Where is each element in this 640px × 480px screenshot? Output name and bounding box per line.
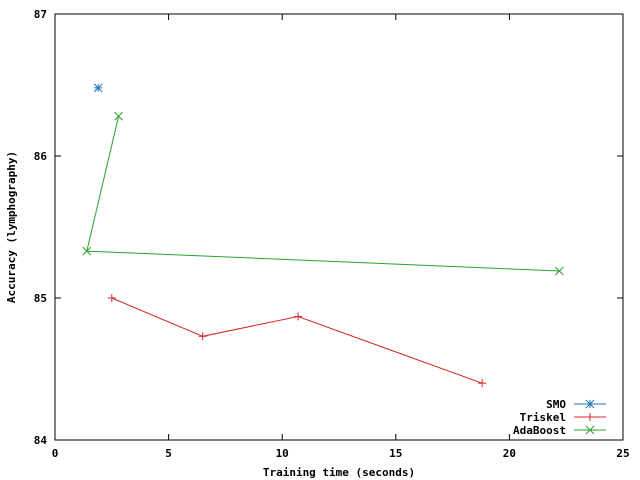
legend-marker-smo — [585, 399, 595, 409]
legend-marker-adaboost — [585, 425, 595, 435]
legend-label-adaboost: AdaBoost — [513, 424, 566, 437]
y-tick-label-1: 85 — [34, 292, 47, 305]
series-adaboost — [82, 111, 564, 276]
plot-area-border — [54, 13, 624, 441]
legend-label-triskel: Triskel — [520, 411, 566, 424]
x-tick-label-5: 25 — [616, 447, 629, 460]
adaboost-point-0 — [114, 111, 123, 121]
series-smo — [93, 83, 103, 93]
adaboost-line — [86, 116, 560, 272]
x-axis-label: Training time (seconds) — [263, 466, 415, 479]
y-axis-label: Accuracy (lymphography) — [5, 151, 18, 303]
x-tick-label-4: 20 — [503, 447, 516, 460]
y-tick-label-3: 87 — [34, 8, 47, 21]
y-tick-label-0: 84 — [34, 434, 48, 447]
x-tick-label-1: 5 — [165, 447, 172, 460]
legend-marker-triskel — [586, 413, 594, 421]
triskel-point-1 — [198, 332, 207, 341]
triskel-point-3 — [478, 379, 487, 388]
triskel-point-2 — [294, 312, 303, 321]
x-tick-label-0: 0 — [52, 447, 59, 460]
x-tick-label-3: 15 — [389, 447, 402, 460]
smo-point-0 — [93, 83, 103, 93]
triskel-point-0 — [107, 294, 116, 302]
adaboost-point-2 — [555, 266, 564, 276]
x-tick-label-2: 10 — [276, 447, 289, 460]
series-triskel — [107, 294, 487, 388]
legend-label-smo: SMO — [546, 398, 566, 411]
triskel-line — [111, 297, 483, 384]
adaboost-point-1 — [82, 246, 92, 256]
y-tick-label-2: 86 — [34, 150, 48, 163]
